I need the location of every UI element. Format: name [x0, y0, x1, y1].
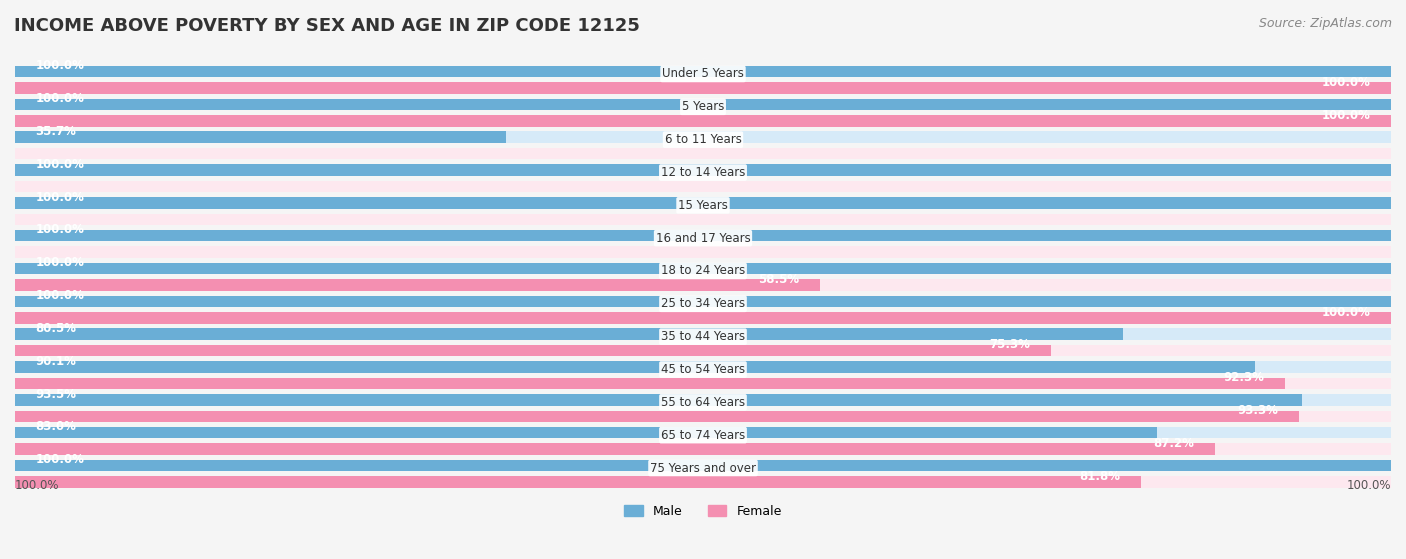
Bar [15, 427, 1157, 438]
Bar [15, 115, 1391, 126]
Bar [15, 263, 1391, 274]
Bar [15, 410, 1391, 422]
Text: 55 to 64 Years: 55 to 64 Years [661, 396, 745, 409]
Bar [15, 148, 1391, 159]
Bar [15, 345, 1052, 357]
Bar [15, 181, 1391, 192]
Text: 92.3%: 92.3% [1223, 371, 1264, 384]
Text: 81.8%: 81.8% [1078, 470, 1121, 483]
Bar [15, 230, 1391, 241]
Bar [15, 66, 1391, 77]
Text: 100.0%: 100.0% [35, 453, 84, 466]
Bar [15, 247, 1391, 258]
Text: Source: ZipAtlas.com: Source: ZipAtlas.com [1258, 17, 1392, 30]
Bar [15, 312, 1391, 324]
Bar [15, 476, 1140, 487]
Text: 18 to 24 Years: 18 to 24 Years [661, 264, 745, 277]
Bar [15, 443, 1215, 455]
Bar [15, 378, 1391, 389]
Text: 100.0%: 100.0% [35, 92, 84, 105]
Text: INCOME ABOVE POVERTY BY SEX AND AGE IN ZIP CODE 12125: INCOME ABOVE POVERTY BY SEX AND AGE IN Z… [14, 17, 640, 35]
Text: 83.0%: 83.0% [35, 420, 76, 433]
Text: 100.0%: 100.0% [35, 191, 84, 203]
Text: 100.0%: 100.0% [35, 256, 84, 269]
Bar [15, 164, 1391, 176]
Text: 35 to 44 Years: 35 to 44 Years [661, 330, 745, 343]
Text: 35.7%: 35.7% [35, 125, 76, 138]
Text: 100.0%: 100.0% [1347, 479, 1391, 492]
Text: 87.2%: 87.2% [1153, 437, 1194, 450]
Text: 16 and 17 Years: 16 and 17 Years [655, 231, 751, 245]
Bar [15, 82, 1391, 94]
Text: 100.0%: 100.0% [35, 158, 84, 171]
Bar [15, 131, 1391, 143]
Bar [15, 410, 1299, 422]
Bar [15, 279, 1391, 291]
Text: 100.0%: 100.0% [35, 289, 84, 302]
Text: 15 Years: 15 Years [678, 199, 728, 212]
Text: 65 to 74 Years: 65 to 74 Years [661, 429, 745, 442]
Bar [15, 197, 1391, 209]
Bar [15, 460, 1391, 471]
Bar [15, 361, 1391, 373]
Text: 100.0%: 100.0% [1322, 75, 1371, 89]
Bar [15, 296, 1391, 307]
Text: 58.5%: 58.5% [758, 273, 800, 286]
Bar [15, 66, 1391, 77]
Text: 6 to 11 Years: 6 to 11 Years [665, 133, 741, 146]
Text: 75.3%: 75.3% [990, 338, 1031, 352]
Text: 100.0%: 100.0% [1322, 306, 1371, 319]
Text: 45 to 54 Years: 45 to 54 Years [661, 363, 745, 376]
Bar [15, 131, 506, 143]
Bar [15, 230, 1391, 241]
Text: 93.5%: 93.5% [35, 387, 77, 401]
Text: 25 to 34 Years: 25 to 34 Years [661, 297, 745, 310]
Bar [15, 443, 1391, 455]
Text: 80.5%: 80.5% [35, 322, 77, 335]
Bar [15, 279, 820, 291]
Text: 100.0%: 100.0% [15, 479, 59, 492]
Text: 5 Years: 5 Years [682, 100, 724, 113]
Text: 12 to 14 Years: 12 to 14 Years [661, 166, 745, 179]
Text: 90.1%: 90.1% [35, 355, 76, 368]
Bar [15, 329, 1122, 340]
Bar [15, 263, 1391, 274]
Text: 100.0%: 100.0% [35, 224, 84, 236]
Text: 100.0%: 100.0% [35, 59, 84, 72]
Bar [15, 312, 1391, 324]
Bar [15, 98, 1391, 110]
Bar [15, 82, 1391, 94]
Bar [15, 329, 1391, 340]
Text: Under 5 Years: Under 5 Years [662, 68, 744, 80]
Bar [15, 214, 1391, 225]
Bar [15, 115, 1391, 126]
Bar [15, 476, 1391, 487]
Bar [15, 427, 1391, 438]
Bar [15, 296, 1391, 307]
Bar [15, 394, 1302, 406]
Legend: Male, Female: Male, Female [619, 500, 787, 523]
Bar [15, 197, 1391, 209]
Text: 100.0%: 100.0% [1322, 108, 1371, 121]
Text: 93.3%: 93.3% [1237, 404, 1278, 417]
Bar [15, 164, 1391, 176]
Bar [15, 98, 1391, 110]
Bar [15, 345, 1391, 357]
Text: 75 Years and over: 75 Years and over [650, 462, 756, 475]
Bar [15, 460, 1391, 471]
Bar [15, 378, 1285, 389]
Bar [15, 394, 1391, 406]
Bar [15, 361, 1254, 373]
